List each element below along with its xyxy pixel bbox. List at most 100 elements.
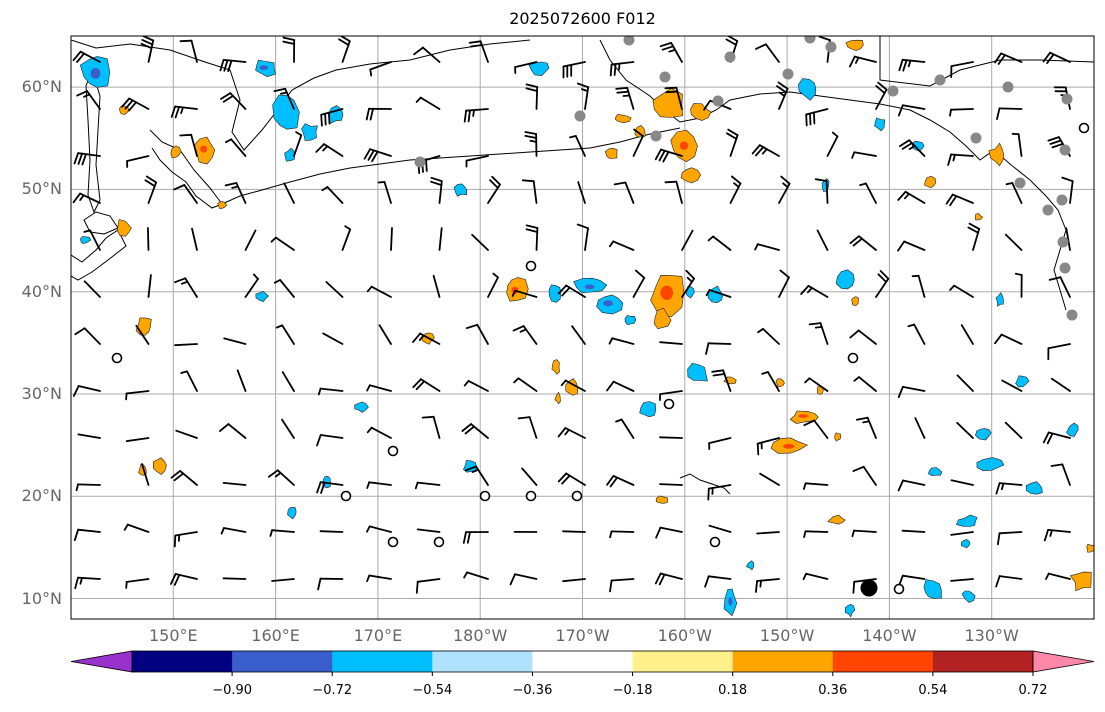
wind-barb [705, 342, 732, 355]
wind-barb [73, 528, 101, 542]
wind-barb [995, 482, 1023, 495]
wind-barb [875, 81, 888, 110]
station-open-circle [893, 583, 905, 595]
wind-barb [144, 175, 158, 204]
wind-barb [606, 474, 635, 488]
positive-anomaly-region [851, 296, 859, 307]
wind-barb [755, 578, 780, 593]
station-dot-gray [970, 132, 982, 144]
coastline-sakhalin [85, 68, 101, 214]
wind-barb [1048, 276, 1071, 298]
contour-fills [79, 39, 1094, 618]
positive-anomaly-region [655, 495, 668, 504]
positive-anomaly-region [153, 457, 167, 475]
wind-barb [517, 416, 538, 439]
wind-barb [898, 574, 926, 587]
wind-barb [947, 153, 974, 166]
wind-barb [803, 419, 829, 439]
station-open-circle [387, 536, 399, 548]
colorbar-tick-label: −0.72 [312, 683, 353, 698]
negative-anomaly-region [453, 183, 468, 197]
wind-barb [77, 433, 101, 439]
wind-barb [576, 223, 589, 251]
coastline-aleutians [221, 127, 681, 205]
wind-barb [170, 105, 198, 119]
positive-anomaly-region [680, 167, 702, 184]
wind-barb [751, 144, 780, 157]
colorbar [70, 650, 1095, 676]
wind-barb [125, 437, 150, 443]
lon-label: 170°E [353, 626, 403, 645]
negative-anomaly-region [528, 61, 550, 77]
wind-barb [852, 578, 877, 594]
negative-anomaly-region [287, 506, 297, 520]
wind-barb [413, 46, 441, 63]
wind-barb [341, 225, 352, 251]
colorbar-segment [732, 651, 834, 672]
wind-barb [950, 531, 974, 536]
positive-anomaly-region [988, 142, 1005, 167]
wind-barb [1011, 132, 1023, 157]
coastline-kamchatka [149, 129, 223, 209]
wind-barb [897, 385, 926, 399]
wind-barb [1043, 529, 1071, 542]
wind-barb [125, 390, 150, 401]
positive-anomaly-region [554, 391, 561, 405]
wind-barb [560, 379, 586, 392]
wind-barb [521, 467, 538, 486]
coastline-alaska-north [879, 36, 1094, 87]
lon-label: 180°W [453, 626, 508, 645]
wind-barb [1015, 272, 1023, 298]
negative-anomaly-region [835, 269, 855, 290]
strong-positive-core [660, 285, 674, 300]
wind-barb [281, 418, 295, 439]
colorbar-segment [132, 651, 233, 672]
wind-barb [273, 87, 295, 110]
coastlines [71, 36, 1094, 495]
wind-barb [562, 578, 586, 583]
wind-barb [74, 576, 101, 590]
colorbar-frame [131, 650, 1034, 673]
wind-barb [899, 139, 926, 157]
station-open-circle [709, 536, 721, 548]
wind-barb [705, 289, 732, 298]
strong-positive-core [200, 145, 208, 153]
wind-barb [270, 236, 295, 251]
wind-barb [609, 578, 635, 593]
wind-barb [487, 272, 499, 298]
wind-barb [275, 324, 295, 345]
wind-barb [169, 573, 198, 586]
wind-barb [281, 371, 295, 392]
negative-anomaly-region [639, 401, 657, 418]
wind-barb [808, 322, 829, 345]
station-open-circle [525, 260, 537, 272]
colorbar-segment [332, 651, 433, 672]
wind-barb [463, 571, 489, 580]
lon-label: 160°W [657, 626, 712, 645]
wind-barb [708, 524, 732, 533]
wind-barb [853, 376, 877, 392]
wind-barb [681, 229, 694, 251]
wind-barb [757, 327, 780, 345]
strong-positive-core [783, 443, 795, 449]
wind-barb [711, 369, 732, 392]
positive-anomaly-region [653, 307, 672, 330]
wind-barb [123, 523, 150, 533]
wind-barb [562, 61, 586, 79]
wind-barb [363, 148, 392, 163]
coastline-alaska [599, 39, 1067, 311]
wind-barb [950, 479, 974, 486]
strong-positive-core [679, 141, 689, 150]
station-dot-gray [825, 41, 837, 53]
wind-barb [1001, 379, 1023, 392]
wind-barb [321, 186, 344, 204]
wind-barb [804, 377, 829, 392]
lon-label: 150°W [759, 626, 815, 645]
lat-label: 60°N [21, 77, 62, 97]
colorbar-segment [532, 651, 633, 672]
wind-barb [852, 465, 877, 486]
wind-barb [659, 483, 683, 486]
colorbar-segment [932, 651, 1034, 672]
wind-barb [170, 469, 198, 486]
